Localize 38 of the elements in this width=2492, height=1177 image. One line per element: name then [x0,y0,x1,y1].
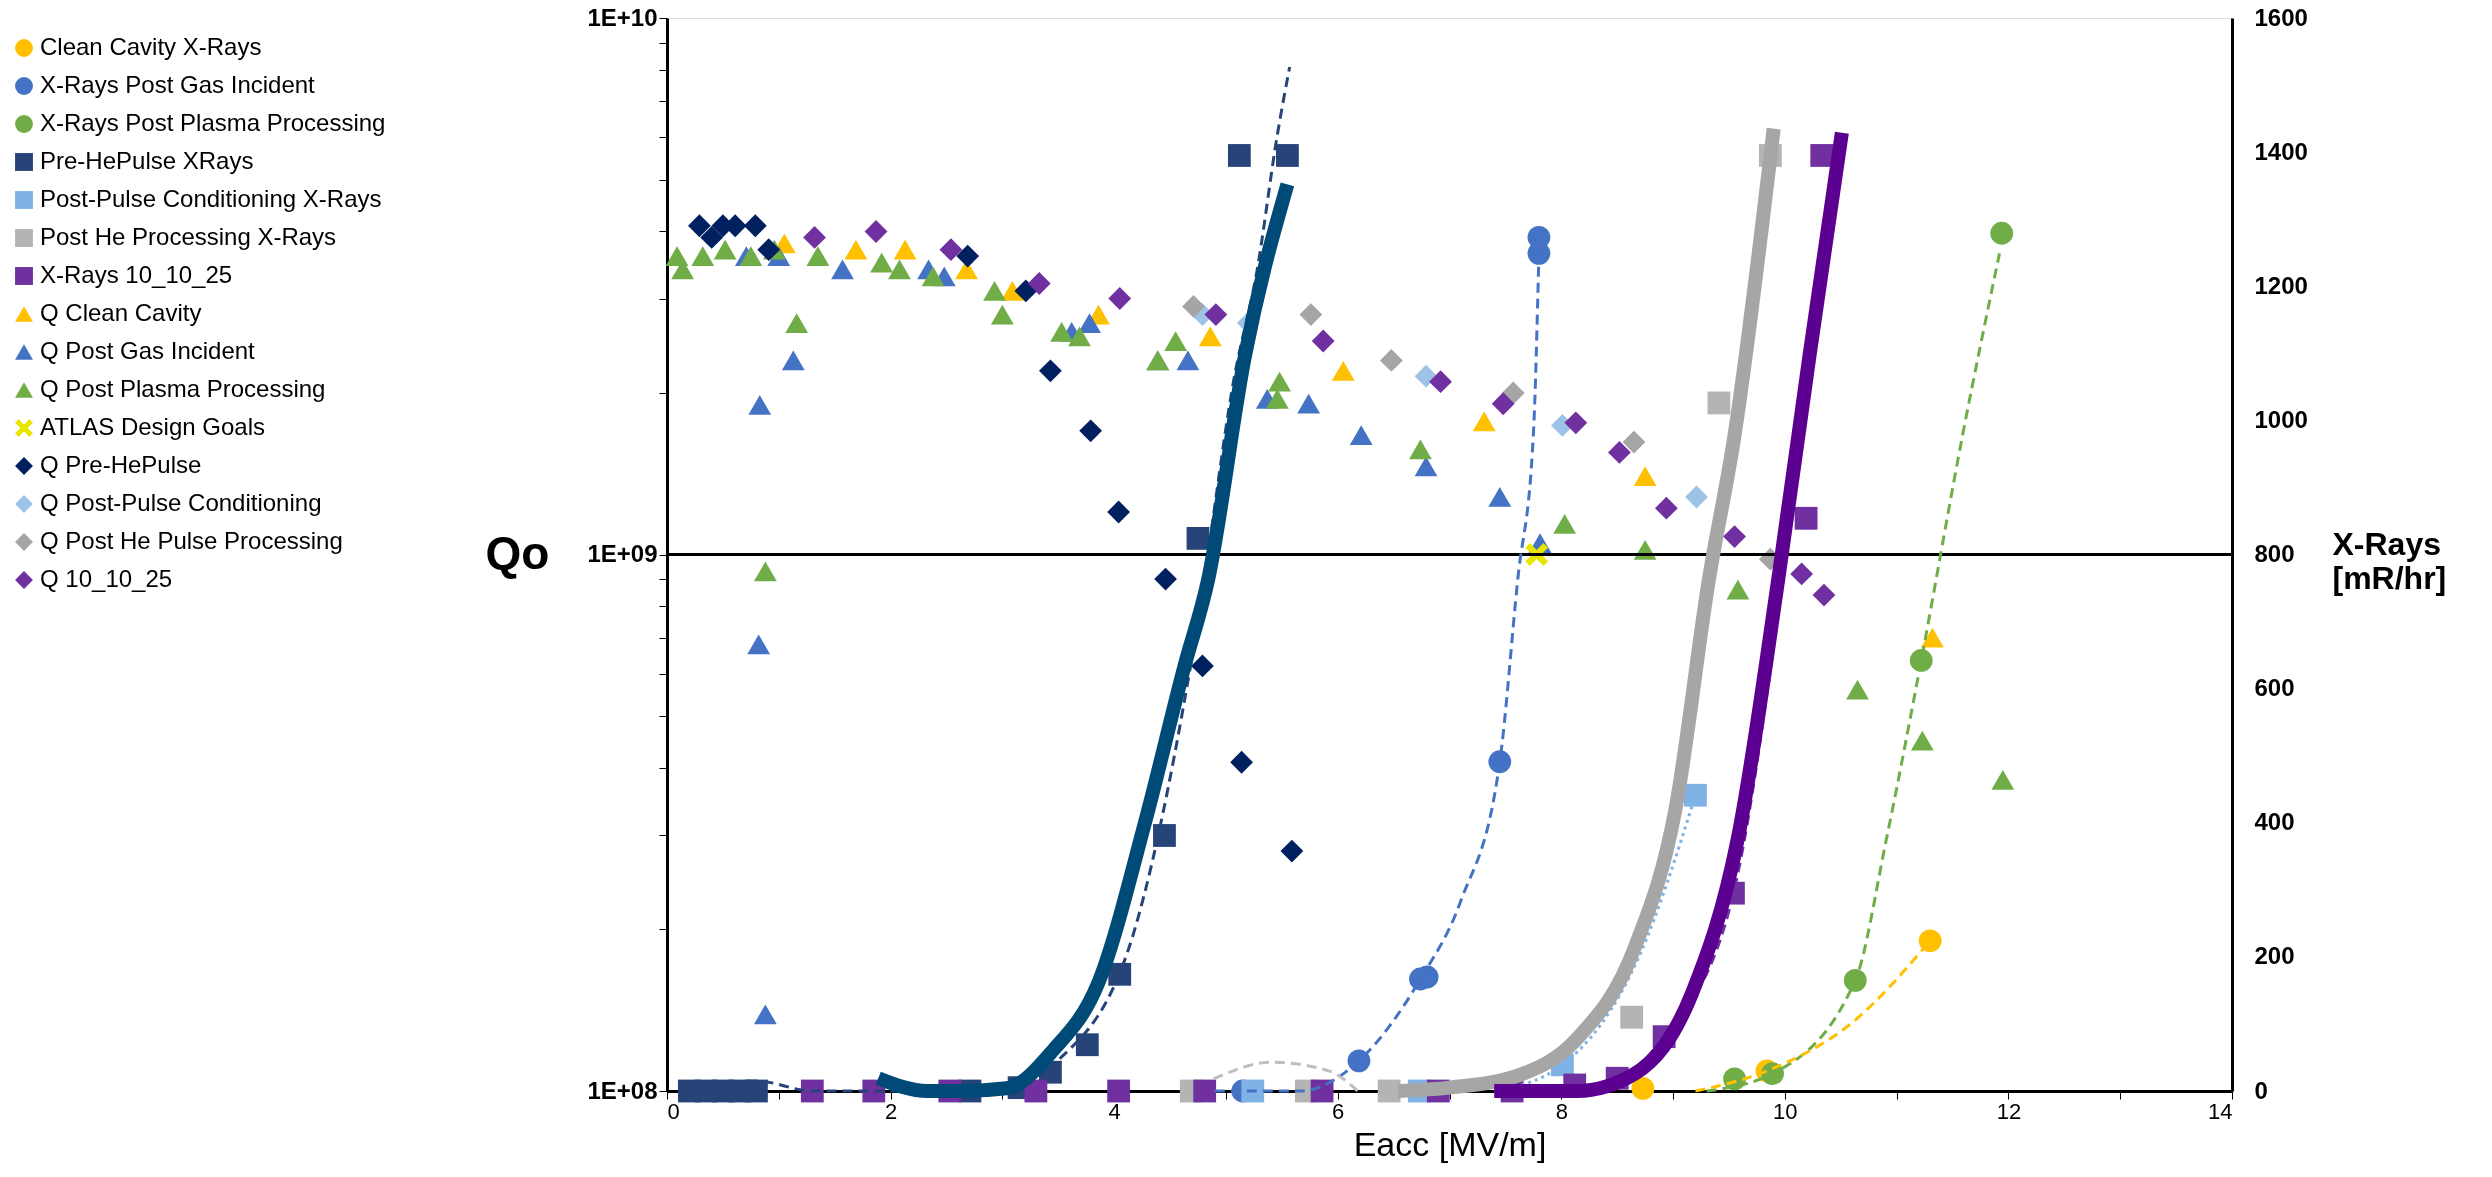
legend-label: Q 10_10_25 [40,565,173,592]
y2-tick-label: 1000 [2254,405,2308,433]
x-tick-label: 0 [667,1098,680,1124]
legend-label: X-Rays 10_10_25 [40,261,233,288]
legend-label: Post He Processing X-Rays [40,223,337,250]
x-tick-label: 12 [1996,1098,2022,1124]
y-tick-label: 1E+08 [587,1076,658,1104]
y2-axis-title: X-Rays [mR/hr] [2332,526,2447,596]
y-axis-title: Qo [485,527,550,579]
legend-label: Q Post-Pulse Conditioning [40,489,322,516]
legend-label: Q Post He Pulse Processing [40,527,343,554]
legend-label: Clean Cavity X-Rays [40,33,262,60]
y2-tick-label: 1200 [2254,271,2308,299]
legend-label: Q Post Plasma Processing [40,375,326,402]
y-tick-label: 1E+09 [587,540,658,567]
x-tick-label: 4 [1108,1098,1121,1124]
legend-label: Q Clean Cavity [40,299,202,326]
y2-tick-label: 0 [2254,1076,2268,1104]
x-tick-label: 14 [2208,1098,2233,1124]
y2-tick-label: 1400 [2254,137,2308,165]
legend-label: Post-Pulse Conditioning X-Rays [40,185,382,212]
y2-tick-label: 200 [2254,942,2295,970]
y2-tick-label: 800 [2254,540,2295,567]
x-tick-label: 10 [1773,1098,1798,1124]
x-tick-label: 8 [1555,1098,1568,1124]
legend-label: ATLAS Design Goals [40,413,265,440]
y2-tick-label: 400 [2254,808,2295,836]
legend-label: Q Post Gas Incident [40,337,256,364]
x-axis-title: Eacc [MV/m] [1353,1124,1547,1163]
legend-label: X-Rays Post Gas Incident [40,71,316,98]
legend-label: Q Pre-HePulse [40,451,202,478]
y-tick-label: 1E+10 [587,3,658,31]
x-tick-label: 2 [884,1098,898,1124]
legend-label: Pre-HePulse XRays [40,147,254,174]
y2-tick-label: 600 [2254,674,2295,702]
x-tick-label: 6 [1332,1098,1345,1124]
legend-label: X-Rays Post Plasma Processing [40,109,386,136]
y2-tick-label: 1600 [2254,3,2308,31]
